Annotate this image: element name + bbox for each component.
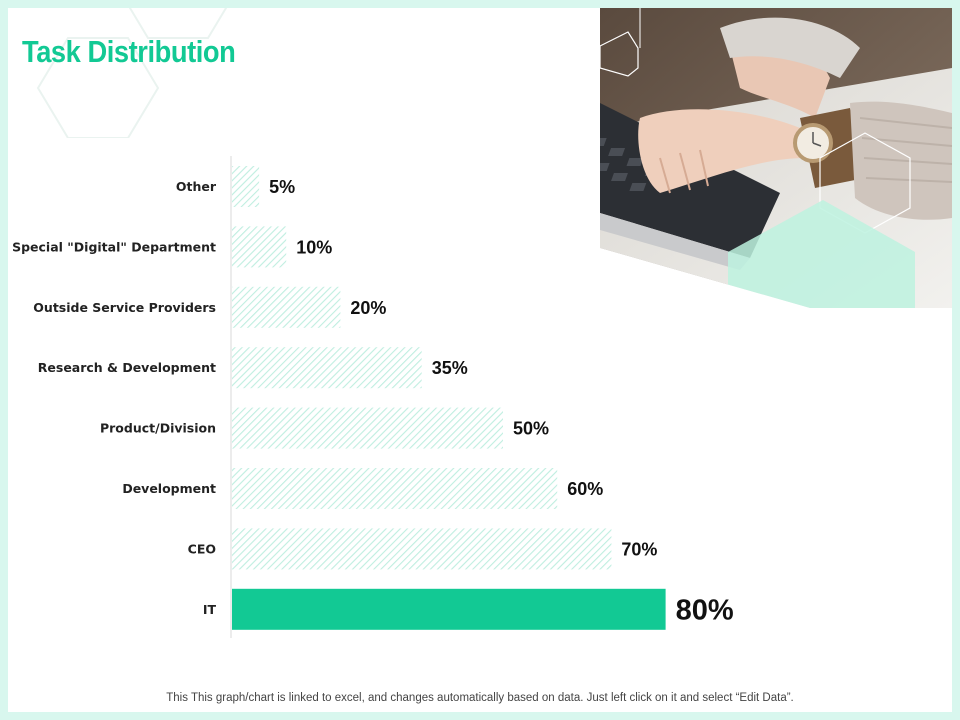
category-label: Other [176, 179, 217, 194]
data-label: 50% [513, 419, 549, 439]
bar[interactable] [232, 347, 422, 389]
task-distribution-bar-chart[interactable]: Other 5% Special "Digital" Department 10% Ou… [8, 8, 952, 708]
category-label: Product/Division [100, 421, 216, 436]
category-label: CEO [188, 541, 216, 556]
hands-typing-laptop-photo [600, 8, 952, 308]
slide: Task Distribution Other 5% Special "Digita… [8, 8, 952, 712]
data-label: 10% [296, 237, 332, 257]
category-label: Research & Development [38, 360, 216, 375]
hexagon-outline-decoration [36, 8, 228, 138]
category-label: Special "Digital" Department [12, 239, 216, 254]
bar[interactable] [232, 468, 558, 509]
data-label: 5% [269, 177, 295, 197]
data-label: 35% [432, 358, 468, 378]
bar[interactable] [232, 407, 503, 449]
bar[interactable] [232, 166, 260, 207]
category-label: Development [122, 481, 216, 496]
bar[interactable] [232, 226, 287, 268]
category-label: Outside Service Providers [33, 300, 216, 315]
bar-highlighted[interactable] [232, 588, 666, 630]
data-label: 60% [567, 479, 603, 499]
page-title: Task Distribution [22, 34, 236, 69]
bar[interactable] [232, 528, 612, 570]
data-label: 80% [676, 594, 734, 626]
footer-note: This This graph/chart is linked to excel… [166, 692, 794, 704]
bar[interactable] [232, 286, 341, 328]
data-label: 20% [350, 298, 386, 318]
data-label: 70% [621, 539, 657, 559]
category-label: IT [203, 602, 217, 617]
